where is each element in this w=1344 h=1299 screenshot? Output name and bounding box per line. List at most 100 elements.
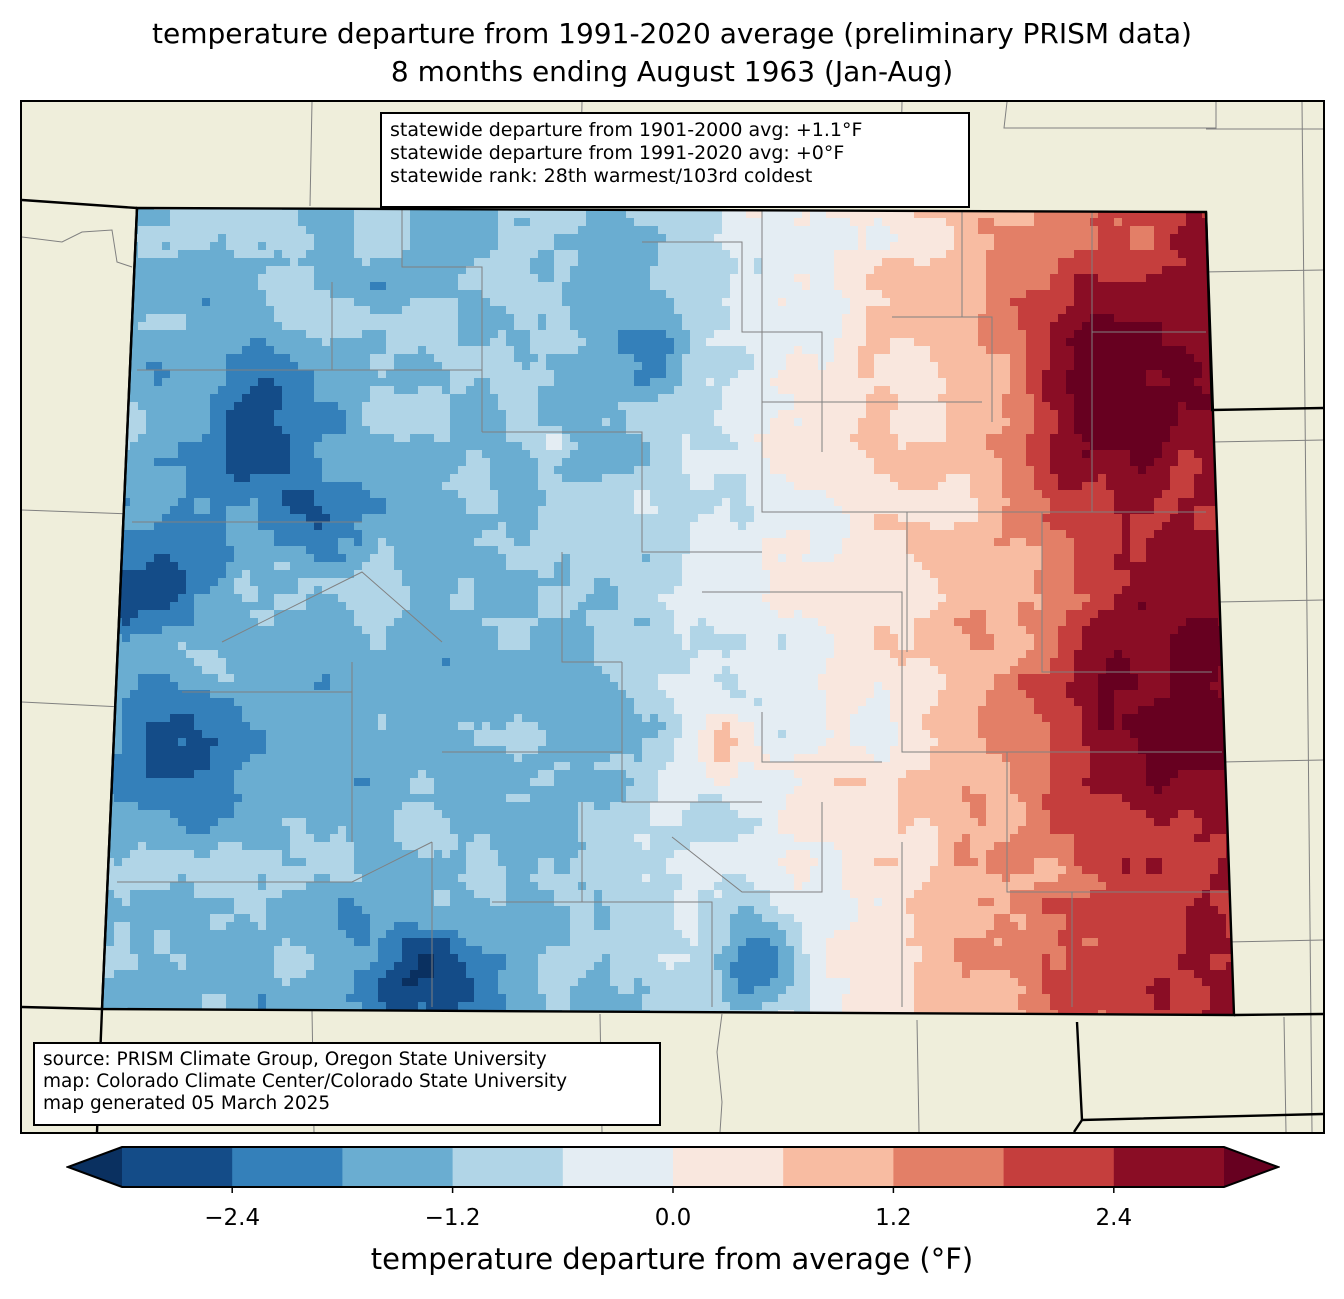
contour-cell	[1090, 242, 1099, 251]
contour-cell	[338, 410, 347, 419]
contour-cell	[882, 258, 891, 267]
contour-cell	[850, 226, 859, 235]
contour-cell	[402, 370, 411, 379]
contour-cell	[1074, 266, 1083, 275]
contour-cell	[762, 242, 771, 251]
contour-cell	[522, 290, 531, 299]
contour-cell	[1154, 266, 1163, 275]
contour-cell	[610, 418, 619, 427]
contour-cell	[1090, 218, 1099, 227]
contour-cell	[714, 386, 723, 395]
contour-cell	[906, 442, 915, 451]
contour-cell	[946, 298, 955, 307]
contour-cell	[842, 258, 851, 267]
contour-cell	[658, 250, 667, 259]
contour-cell	[962, 322, 971, 331]
contour-cell	[282, 250, 291, 259]
contour-cell	[490, 418, 499, 427]
contour-cell	[1146, 354, 1155, 363]
contour-cell	[186, 338, 195, 347]
contour-cell	[610, 338, 619, 347]
contour-cell	[250, 258, 259, 267]
contour-cell	[914, 402, 923, 411]
contour-cell	[218, 466, 227, 475]
contour-cell	[850, 394, 859, 403]
contour-cell	[386, 210, 395, 219]
contour-cell	[522, 458, 531, 467]
contour-cell	[866, 354, 875, 363]
contour-cell	[490, 250, 499, 259]
contour-cell	[250, 346, 259, 355]
contour-cell	[266, 322, 275, 331]
contour-cell	[762, 314, 771, 323]
contour-cell	[538, 338, 547, 347]
contour-cell	[226, 442, 235, 451]
contour-cell	[642, 226, 651, 235]
contour-cell	[946, 282, 955, 291]
contour-cell	[114, 314, 123, 323]
contour-cell	[522, 250, 531, 259]
contour-cell	[218, 250, 227, 259]
contour-cell	[698, 418, 707, 427]
contour-cell	[242, 394, 251, 403]
contour-cell	[594, 418, 603, 427]
contour-cell	[322, 282, 331, 291]
contour-cell	[170, 290, 179, 299]
contour-cell	[722, 402, 731, 411]
contour-cell	[994, 418, 1003, 427]
contour-cell	[330, 362, 339, 371]
contour-cell	[730, 410, 739, 419]
contour-cell	[754, 426, 763, 435]
contour-cell	[378, 394, 387, 403]
contour-cell	[938, 370, 947, 379]
contour-cell	[538, 322, 547, 331]
contour-cell	[474, 282, 483, 291]
contour-cell	[250, 402, 259, 411]
contour-cell	[1066, 330, 1075, 339]
contour-cell	[1074, 466, 1083, 475]
contour-cell	[490, 362, 499, 371]
contour-cell	[842, 314, 851, 323]
contour-cell	[450, 386, 459, 395]
contour-cell	[1170, 210, 1179, 219]
contour-cell	[1018, 218, 1027, 227]
contour-cell	[826, 370, 835, 379]
contour-cell	[738, 474, 747, 483]
contour-cell	[738, 410, 747, 419]
contour-cell	[1178, 274, 1187, 283]
contour-cell	[1170, 354, 1179, 363]
contour-cell	[666, 218, 675, 227]
contour-cell	[242, 218, 251, 227]
contour-cell	[1058, 458, 1067, 467]
contour-cell	[898, 338, 907, 347]
contour-cell	[266, 274, 275, 283]
contour-cell	[1098, 242, 1107, 251]
contour-cell	[450, 314, 459, 323]
contour-cell	[986, 418, 995, 427]
contour-cell	[186, 450, 195, 459]
contour-cell	[210, 258, 219, 267]
contour-cell	[546, 370, 555, 379]
contour-cell	[154, 290, 163, 299]
contour-cell	[330, 322, 339, 331]
contour-cell	[1114, 226, 1123, 235]
contour-cell	[578, 418, 587, 427]
contour-cell	[306, 418, 315, 427]
contour-cell	[1098, 346, 1107, 355]
contour-cell	[818, 250, 827, 259]
contour-cell	[202, 362, 211, 371]
contour-cell	[738, 450, 747, 459]
contour-cell	[426, 466, 435, 475]
contour-cell	[314, 458, 323, 467]
contour-cell	[850, 282, 859, 291]
contour-cell	[922, 234, 931, 243]
contour-cell	[842, 450, 851, 459]
contour-cell	[714, 474, 723, 483]
contour-cell	[202, 346, 211, 355]
contour-cell	[266, 290, 275, 299]
contour-cell	[658, 298, 667, 307]
contour-cell	[186, 378, 195, 387]
contour-cell	[602, 226, 611, 235]
contour-cell	[762, 402, 771, 411]
contour-cell	[690, 466, 699, 475]
